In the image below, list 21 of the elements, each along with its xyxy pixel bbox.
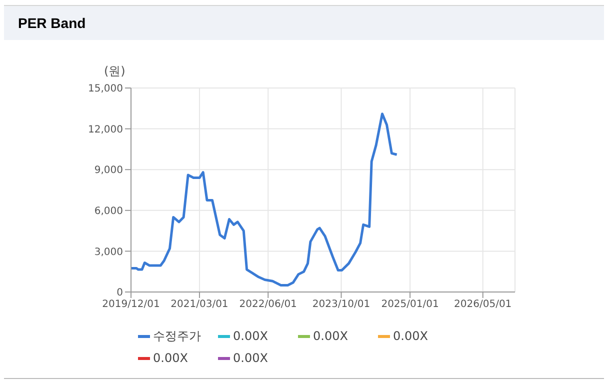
- y-tick-label: 15,000: [88, 84, 123, 95]
- legend-label: 0.00X: [153, 351, 188, 365]
- legend-label: 수정주가: [153, 328, 201, 344]
- y-tick-label: 6,000: [94, 206, 123, 217]
- y-tick-label: 3,000: [94, 246, 123, 258]
- y-tick-label: 9,000: [94, 165, 123, 176]
- x-tick-label: 2021/03/01: [170, 299, 228, 310]
- y-tick-label: 12,000: [88, 124, 123, 136]
- line-series: [131, 112, 398, 286]
- x-tick-label: 2025/01/01: [381, 299, 439, 310]
- legend-label: 0.00X: [233, 351, 268, 365]
- y-axis-title: (원): [104, 63, 126, 80]
- x-tick-label: 2022/06/01: [239, 299, 297, 310]
- x-tick-label: 2019/12/01: [102, 299, 160, 310]
- legend-label: 0.00X: [313, 329, 348, 343]
- legend-label: 0.00X: [393, 329, 428, 343]
- x-tick-label: 2026/05/01: [454, 299, 512, 310]
- x-tick-label: 2023/10/01: [312, 299, 370, 310]
- y-tick-label: 0: [116, 288, 123, 299]
- chart-title: PER Band: [18, 15, 86, 31]
- legend-label: 0.00X: [233, 329, 268, 343]
